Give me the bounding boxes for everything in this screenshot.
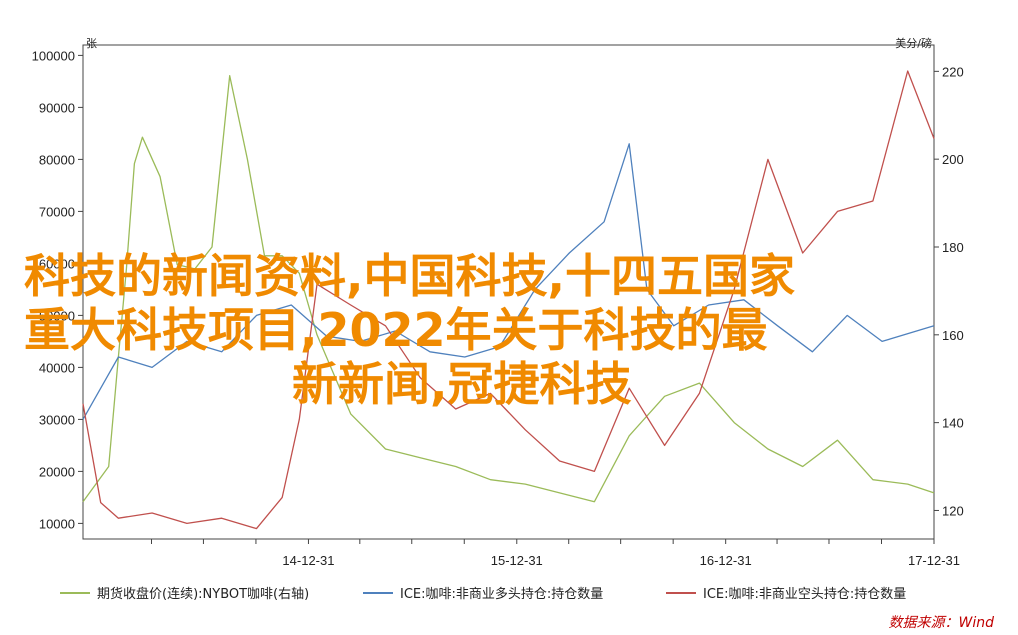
left-y-tick-label: 70000 (39, 204, 75, 219)
series-lines (82, 70, 935, 530)
legend: 期货收盘价(连续):NYBOT咖啡(右轴) ICE:咖啡:非商业多头持仓:持仓数… (60, 586, 906, 602)
left-y-tick-label: 80000 (39, 152, 75, 167)
overlay-title-line-1: 科技的新闻资料,中国科技,十四五国家 (24, 249, 795, 303)
left-y-tick-label: 90000 (39, 100, 75, 115)
left-y-tick-label: 100000 (32, 48, 75, 63)
right-y-tick-label: 140 (942, 416, 964, 431)
legend-label-short-positions: ICE:咖啡:非商业空头持仓:持仓数量 (703, 587, 906, 602)
legend-label-coffee-price: 期货收盘价(连续):NYBOT咖啡(右轴) (97, 586, 309, 602)
left-y-tick-label: 60000 (39, 256, 75, 271)
overlay-title-line-3: 新新闻,冠捷科技 (292, 357, 631, 411)
left-axis-unit: 张 (86, 37, 97, 50)
right-y-tick-label: 180 (942, 240, 964, 255)
right-y-tick-label: 220 (942, 64, 964, 79)
left-y-tick-label: 30000 (39, 412, 75, 427)
series-line-long-positions (82, 143, 935, 420)
right-y-tick-label: 200 (942, 152, 964, 167)
overlay-title: 科技的新闻资料,中国科技,十四五国家 重大科技项目,2022年关于科技的最 新新… (24, 249, 795, 411)
left-y-tick-label: 20000 (39, 464, 75, 479)
right-y-axis: 120 140 160 180 200 220 (934, 64, 964, 518)
data-source: 数据来源：Wind (889, 615, 995, 631)
left-y-axis: 10000 20000 30000 40000 50000 60000 70000 80000… (32, 48, 83, 531)
x-tick-label: 14-12-31 (282, 553, 334, 568)
right-y-tick-label: 160 (942, 328, 964, 343)
right-y-tick-label: 120 (942, 503, 964, 518)
x-tick-label: 17-12-31 (908, 553, 960, 568)
left-y-tick-label: 40000 (39, 360, 75, 375)
overlay-title-line-2: 重大科技项目,2022年关于科技的最 (24, 303, 768, 357)
legend-label-long-positions: ICE:咖啡:非商业多头持仓:持仓数量 (400, 586, 603, 602)
right-axis-unit: 美分/磅 (895, 36, 932, 50)
series-line-short-positions (82, 70, 935, 530)
left-y-tick-label: 10000 (39, 516, 75, 531)
x-axis: 14-12-31 15-12-31 16-12-31 17-12-31 (150, 539, 960, 568)
x-tick-label: 16-12-31 (700, 553, 752, 568)
x-tick-label: 15-12-31 (491, 553, 543, 568)
left-y-tick-label: 50000 (39, 308, 75, 323)
series-line-coffee-price (82, 75, 935, 503)
